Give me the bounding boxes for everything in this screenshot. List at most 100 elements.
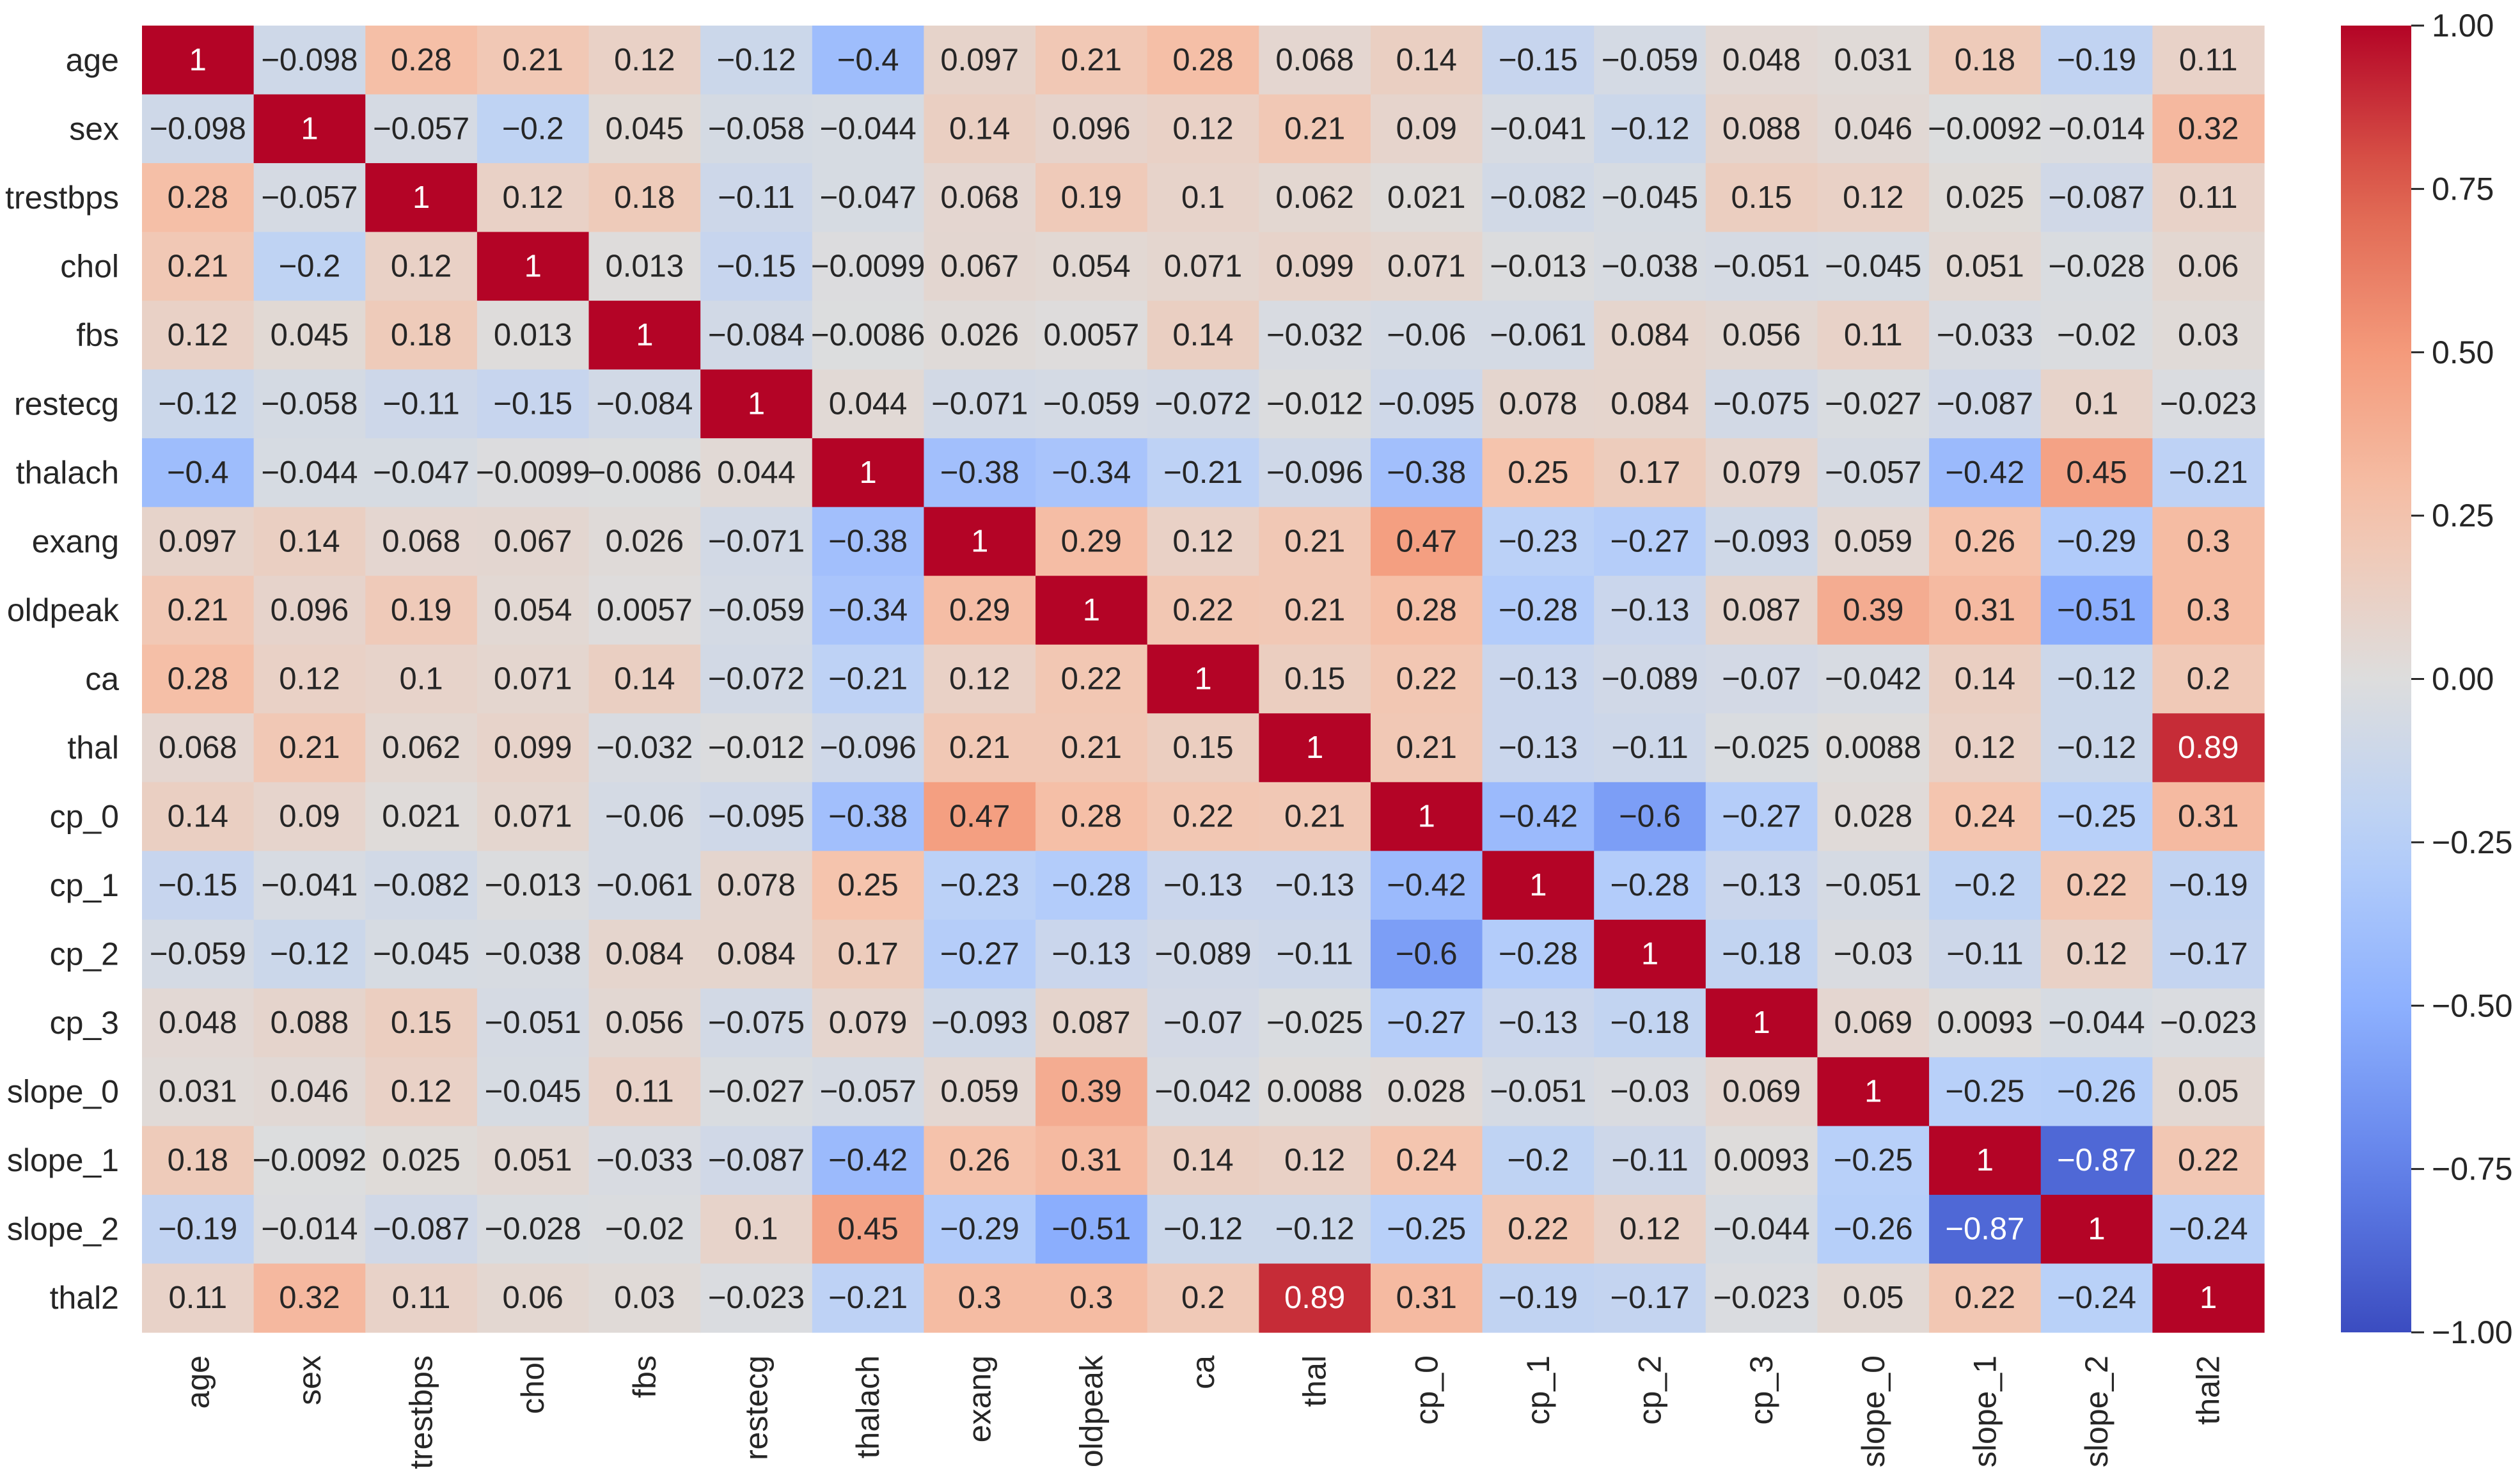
heatmap-cell-thal-thal bbox=[1259, 713, 1371, 783]
y-tick-label-thal2: thal2 bbox=[50, 1280, 119, 1316]
heatmap-cell-slope_2-cp_3 bbox=[1705, 1194, 1818, 1265]
cell-value-label: −0.19 bbox=[1499, 1281, 1578, 1315]
heatmap-cell-thal2-slope_1 bbox=[1929, 1263, 2042, 1333]
cell-value-label: −0.059 bbox=[1043, 386, 1140, 421]
heatmap-cell-restecg-slope_1 bbox=[1929, 369, 2042, 439]
heatmap-cell-trestbps-sex bbox=[253, 163, 366, 233]
cell-value-label: 0.06 bbox=[503, 1281, 563, 1315]
heatmap-cell-slope_0-thalach bbox=[812, 1057, 925, 1127]
cell-value-label: −0.0092 bbox=[253, 1143, 367, 1178]
heatmap-cell-fbs-sex bbox=[253, 301, 366, 370]
cell-value-label: −0.38 bbox=[1387, 455, 1466, 490]
heatmap-cell-chol-restecg bbox=[700, 232, 813, 301]
cell-value-label: 0.24 bbox=[1396, 1143, 1457, 1178]
cell-value-label: 0.22 bbox=[1955, 1281, 2015, 1315]
heatmap-cell-cp_3-cp_2 bbox=[1594, 988, 1706, 1058]
cell-value-label: 0.28 bbox=[1172, 43, 1233, 77]
cell-value-label: −0.11 bbox=[718, 180, 794, 215]
x-tick-label-trestbps: trestbps bbox=[404, 1355, 439, 1469]
heatmap-cell-slope_2-ca bbox=[1147, 1194, 1259, 1265]
cell-value-label: 0.1 bbox=[400, 662, 443, 697]
cell-value-label: −0.18 bbox=[1610, 1006, 1690, 1040]
heatmap-cell-chol-cp_2 bbox=[1594, 232, 1706, 301]
heatmap-cell-chol-chol bbox=[476, 232, 590, 301]
heatmap-cell-slope_1-slope_0 bbox=[1817, 1126, 1930, 1195]
heatmap-cell-ca-oldpeak bbox=[1036, 644, 1148, 714]
cell-value-label: −0.014 bbox=[2048, 111, 2145, 146]
x-tick-label-cp_0: cp_0 bbox=[1408, 1355, 1444, 1424]
cell-value-label: −0.12 bbox=[1275, 1212, 1355, 1247]
heatmap-cell-thalach-thal2 bbox=[2152, 438, 2265, 508]
cell-value-label: −0.17 bbox=[2169, 937, 2248, 972]
cell-value-label: 0.32 bbox=[2178, 111, 2239, 146]
cell-value-label: −0.15 bbox=[1499, 43, 1578, 77]
cell-value-label: 0.15 bbox=[1731, 180, 1792, 215]
heatmap-cell-slope_0-slope_2 bbox=[2040, 1057, 2153, 1127]
heatmap-cell-oldpeak-cp_2 bbox=[1594, 576, 1706, 645]
cell-value-label: −0.21 bbox=[828, 662, 908, 697]
cell-value-label: 0.12 bbox=[279, 662, 340, 697]
cell-value-label: −0.027 bbox=[708, 1075, 805, 1109]
cell-value-label: 1 bbox=[1864, 1075, 1882, 1109]
heatmap-cell-restecg-cp_2 bbox=[1594, 369, 1706, 439]
cell-value-label: 0.17 bbox=[837, 937, 898, 972]
heatmap-cell-cp_0-slope_1 bbox=[1929, 782, 2042, 851]
heatmap-cell-cp_1-fbs bbox=[588, 851, 701, 920]
cell-value-label: 1 bbox=[1306, 730, 1323, 765]
cell-value-label: 0.3 bbox=[958, 1281, 1002, 1315]
heatmap-cell-exang-slope_1 bbox=[1929, 507, 2042, 576]
cell-value-label: −0.084 bbox=[596, 386, 693, 421]
cell-value-label: 0.21 bbox=[1284, 800, 1345, 834]
x-axis-tick-labels: age sex trestbps chol fbs restecg thalach exang… bbox=[180, 1355, 2226, 1469]
heatmap-cell-cp_0-ca bbox=[1147, 782, 1259, 851]
cell-value-label: −0.27 bbox=[940, 937, 1020, 972]
heatmap-cell-slope_1-slope_2 bbox=[2040, 1126, 2153, 1195]
cell-value-label: 0.071 bbox=[1387, 249, 1466, 283]
heatmap-cell-cp_1-thal2 bbox=[2152, 851, 2265, 920]
cell-value-label: 0.11 bbox=[168, 1281, 227, 1315]
x-tick-label-thal2: thal2 bbox=[2191, 1355, 2226, 1424]
cell-value-label: −0.51 bbox=[2057, 593, 2136, 627]
cell-value-label: −0.13 bbox=[1499, 1006, 1578, 1040]
cell-value-label: −0.34 bbox=[1051, 455, 1131, 490]
cell-value-label: 0.21 bbox=[279, 730, 340, 765]
heatmap-cell-oldpeak-trestbps bbox=[365, 576, 478, 645]
cell-value-label: 0.071 bbox=[494, 662, 572, 697]
heatmap-cell-age-ca bbox=[1147, 26, 1259, 95]
heatmap-cell-thal2-cp_0 bbox=[1370, 1263, 1483, 1333]
cell-value-label: 0.21 bbox=[168, 593, 228, 627]
heatmap-cell-thal2-cp_2 bbox=[1594, 1263, 1706, 1333]
y-tick-label-restecg: restecg bbox=[14, 386, 119, 422]
heatmap-cell-sex-oldpeak bbox=[1036, 94, 1148, 164]
heatmap-cell-trestbps-trestbps bbox=[365, 163, 478, 233]
cell-value-label: 0.11 bbox=[2179, 180, 2238, 215]
cell-value-label: −0.26 bbox=[2057, 1075, 2136, 1109]
heatmap-cell-cp_1-cp_2 bbox=[1594, 851, 1706, 920]
heatmap-cell-cp_0-chol bbox=[476, 782, 590, 851]
heatmap-cell-oldpeak-thal2 bbox=[2152, 576, 2265, 645]
heatmap-cell-trestbps-slope_1 bbox=[1929, 163, 2042, 233]
heatmap-cell-cp_2-slope_1 bbox=[1929, 919, 2042, 989]
cell-value-label: −0.29 bbox=[2057, 524, 2136, 558]
cell-value-label: 0.21 bbox=[168, 249, 228, 283]
heatmap-cell-fbs-chol bbox=[476, 301, 590, 370]
cell-value-label: 0.068 bbox=[1275, 43, 1354, 77]
heatmap-cell-thalach-age bbox=[142, 438, 255, 508]
x-tick-label-fbs: fbs bbox=[627, 1355, 663, 1398]
heatmap-cell-oldpeak-age bbox=[142, 576, 255, 645]
y-axis-tick-labels: age sex trestbps chol fbs restecg thalach exang… bbox=[5, 42, 120, 1316]
heatmap-cell-restecg-slope_0 bbox=[1817, 369, 1930, 439]
heatmap-cell-thal-sex bbox=[253, 713, 366, 783]
cell-value-label: 1 bbox=[2200, 1281, 2217, 1315]
heatmap-cell-oldpeak-slope_2 bbox=[2040, 576, 2153, 645]
cell-value-label: 0.25 bbox=[837, 868, 898, 903]
cell-value-label: 0.32 bbox=[279, 1281, 340, 1315]
cell-value-label: 0.18 bbox=[168, 1143, 228, 1178]
heatmap-cell-cp_3-cp_1 bbox=[1482, 988, 1595, 1058]
heatmap-cell-exang-fbs bbox=[588, 507, 701, 576]
cell-value-label: −0.082 bbox=[373, 868, 469, 903]
heatmap-cell-cp_2-thalach bbox=[812, 919, 925, 989]
cell-value-label: 0.12 bbox=[1955, 730, 2015, 765]
cell-value-label: −0.12 bbox=[2057, 730, 2136, 765]
cell-value-label: 0.45 bbox=[2066, 455, 2127, 490]
